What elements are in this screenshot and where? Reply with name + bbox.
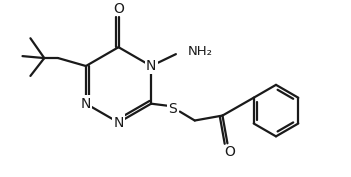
Text: N: N: [146, 59, 156, 73]
Text: O: O: [113, 2, 124, 16]
Text: S: S: [168, 102, 177, 116]
Text: N: N: [113, 116, 124, 130]
Text: O: O: [224, 145, 235, 159]
Text: NH₂: NH₂: [188, 45, 213, 58]
Text: N: N: [81, 97, 91, 111]
